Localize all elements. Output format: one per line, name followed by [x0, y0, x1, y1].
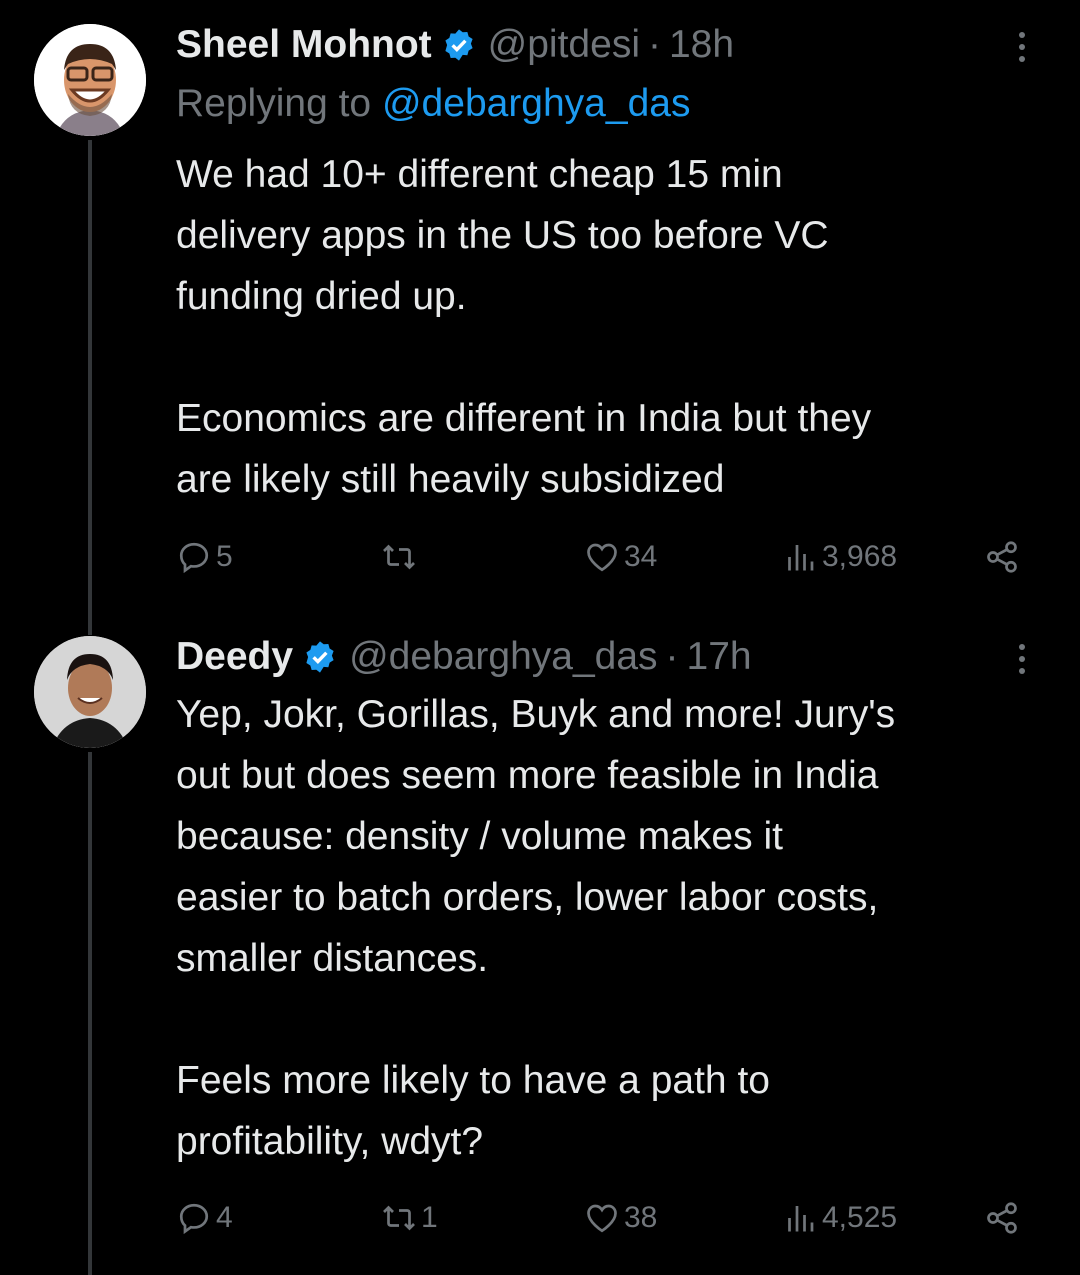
text-line — [176, 327, 871, 388]
text-line: out but does seem more feasible in India — [176, 754, 879, 797]
text-line: We had 10+ different cheap 15 min — [176, 153, 783, 196]
text-line: Feels more likely to have a path to — [176, 1059, 770, 1102]
retweet-icon — [383, 1205, 415, 1231]
verified-badge-icon — [445, 29, 473, 61]
thread-line — [88, 140, 92, 635]
text-line: profitability, wdyt? — [176, 1120, 484, 1163]
reply-icon — [179, 1203, 209, 1235]
like-button[interactable]: 34 — [584, 535, 657, 579]
author-handle[interactable]: @pitdesi — [487, 23, 640, 66]
text-line: are likely still heavily subsidized — [176, 458, 725, 501]
reply-button[interactable]: 4 — [176, 1196, 233, 1240]
views-icon — [788, 1206, 814, 1232]
author-handle[interactable]: @debarghya_das — [349, 635, 658, 678]
like-icon — [587, 543, 617, 572]
avatar[interactable] — [34, 636, 146, 748]
reply-count: 4 — [216, 1201, 233, 1234]
like-count: 38 — [624, 1201, 658, 1234]
text-line: smaller distances. — [176, 937, 489, 980]
verified-badge-icon — [306, 641, 334, 673]
replying-prefix: Replying to — [176, 82, 372, 125]
tweet-text: Yep, Jokr, Gorillas, Buyk and more! Jury… — [176, 684, 895, 1172]
views-button[interactable]: 4,525 — [782, 1196, 897, 1240]
timestamp[interactable]: 17h — [686, 635, 752, 678]
text-line: delivery apps in the US too before VC — [176, 214, 829, 257]
tweet-header: Deedy @debarghya_das · 17h — [176, 632, 752, 682]
text-line: because: density / volume makes it — [176, 815, 783, 858]
views-count: 4,525 — [822, 1201, 898, 1234]
action-bar: 5 34 3,968 — [176, 535, 1036, 579]
retweet-button[interactable]: 1 — [381, 1196, 438, 1240]
text-line: Economics are different in India but the… — [176, 397, 872, 440]
thread-line — [88, 752, 92, 1275]
views-icon — [788, 545, 814, 571]
share-icon — [987, 1202, 1017, 1234]
views-button[interactable]: 3,968 — [782, 535, 897, 579]
replying-handle-link[interactable]: @debarghya_das — [381, 82, 691, 125]
text-line: Yep, Jokr, Gorillas, Buyk and more! Jury… — [176, 693, 896, 736]
like-button[interactable]: 38 — [584, 1196, 657, 1240]
retweet-icon — [383, 544, 415, 570]
more-icon[interactable] — [1010, 32, 1034, 62]
replying-to: Replying to @debarghya_das — [176, 82, 690, 126]
text-line — [176, 989, 895, 1050]
retweet-button[interactable] — [381, 535, 421, 579]
share-button[interactable] — [984, 1196, 1024, 1240]
author-name[interactable]: Deedy — [176, 635, 294, 678]
reply-button[interactable]: 5 — [176, 535, 233, 579]
tweet-text: We had 10+ different cheap 15 min delive… — [176, 144, 871, 510]
tweet-header: Sheel Mohnot @pitdesi · 18h — [176, 20, 734, 70]
author-name[interactable]: Sheel Mohnot — [176, 23, 432, 66]
views-count: 3,968 — [822, 540, 898, 573]
like-icon — [587, 1204, 617, 1233]
retweet-count: 1 — [421, 1201, 438, 1234]
more-icon[interactable] — [1010, 644, 1034, 674]
reply-icon — [179, 542, 209, 574]
text-line: funding dried up. — [176, 275, 467, 318]
action-bar: 4 1 38 4,525 — [176, 1196, 1036, 1240]
text-line: easier to batch orders, lower labor cost… — [176, 876, 879, 919]
timestamp[interactable]: 18h — [668, 23, 735, 66]
share-button[interactable] — [984, 535, 1024, 579]
share-icon — [987, 541, 1017, 573]
separator: · — [647, 23, 661, 66]
separator: · — [665, 635, 679, 678]
avatar[interactable] — [34, 24, 146, 136]
like-count: 34 — [624, 540, 658, 573]
reply-count: 5 — [216, 540, 233, 573]
